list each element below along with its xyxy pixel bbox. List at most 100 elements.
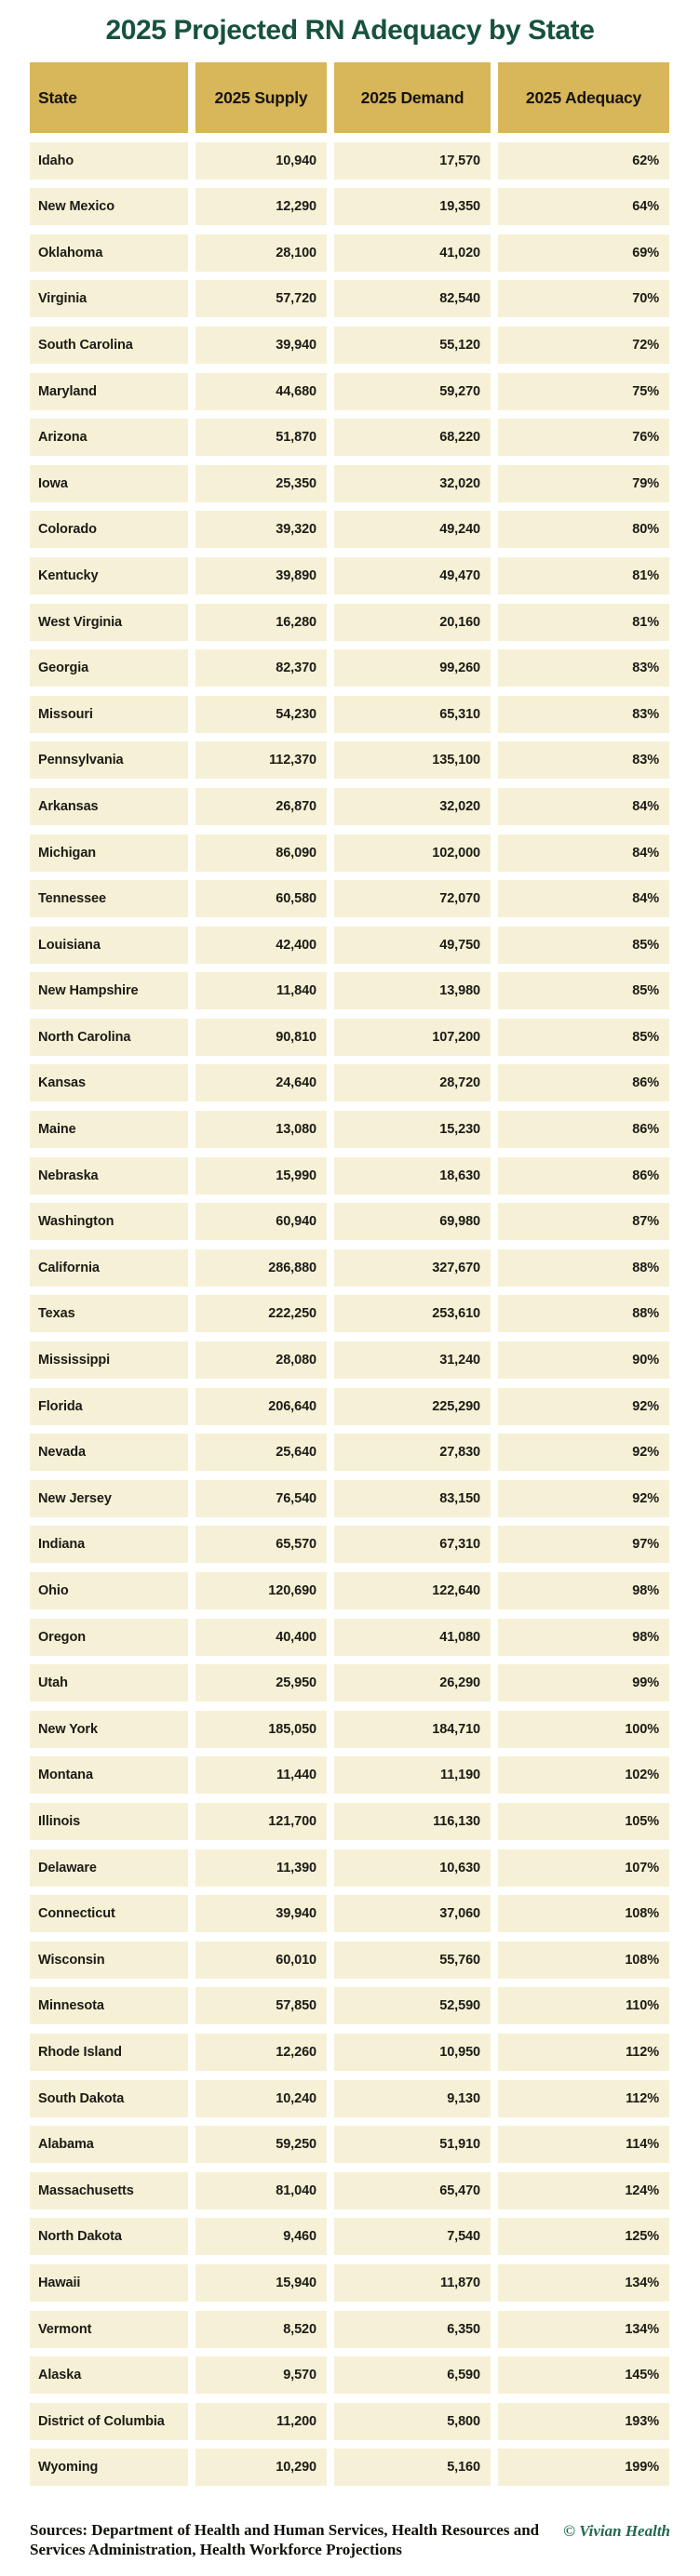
state-cell: Delaware bbox=[30, 1849, 188, 1887]
supply-cell: 51,870 bbox=[195, 419, 327, 457]
supply-cell: 25,350 bbox=[195, 464, 327, 502]
demand-cell: 327,670 bbox=[334, 1248, 491, 1287]
demand-cell: 107,200 bbox=[334, 1018, 491, 1056]
adequacy-cell: 92% bbox=[498, 1434, 669, 1472]
supply-cell: 76,540 bbox=[195, 1479, 327, 1517]
demand-cell: 41,020 bbox=[334, 234, 491, 272]
adequacy-cell: 124% bbox=[498, 2171, 669, 2209]
supply-cell: 25,640 bbox=[195, 1434, 327, 1472]
state-cell: Pennsylvania bbox=[30, 741, 188, 780]
adequacy-cell: 92% bbox=[498, 1387, 669, 1425]
state-cell: Kentucky bbox=[30, 556, 188, 594]
supply-cell: 15,990 bbox=[195, 1156, 327, 1195]
supply-cell: 59,250 bbox=[195, 2126, 327, 2164]
state-cell: Arizona bbox=[30, 419, 188, 457]
state-cell: Virginia bbox=[30, 280, 188, 318]
state-cell: South Carolina bbox=[30, 326, 188, 364]
demand-cell: 69,980 bbox=[334, 1203, 491, 1241]
adequacy-cell: 98% bbox=[498, 1618, 669, 1656]
adequacy-cell: 75% bbox=[498, 372, 669, 410]
supply-cell: 65,570 bbox=[195, 1526, 327, 1564]
sources-note: Sources: Department of Health and Human … bbox=[30, 2521, 540, 2559]
adequacy-cell: 70% bbox=[498, 280, 669, 318]
adequacy-cell: 107% bbox=[498, 1849, 669, 1887]
adequacy-cell: 80% bbox=[498, 511, 669, 549]
state-cell: Texas bbox=[30, 1295, 188, 1333]
demand-cell: 11,870 bbox=[334, 2263, 491, 2302]
demand-cell: 184,710 bbox=[334, 1710, 491, 1748]
adequacy-cell: 86% bbox=[498, 1111, 669, 1149]
demand-cell: 26,290 bbox=[334, 1664, 491, 1702]
state-cell: Georgia bbox=[30, 649, 188, 687]
adequacy-cell: 84% bbox=[498, 787, 669, 825]
demand-cell: 49,470 bbox=[334, 556, 491, 594]
supply-cell: 39,890 bbox=[195, 556, 327, 594]
state-cell: Mississippi bbox=[30, 1341, 188, 1380]
supply-cell: 86,090 bbox=[195, 834, 327, 872]
supply-cell: 9,460 bbox=[195, 2218, 327, 2256]
adequacy-cell: 114% bbox=[498, 2126, 669, 2164]
adequacy-cell: 86% bbox=[498, 1064, 669, 1102]
supply-cell: 10,240 bbox=[195, 2079, 327, 2117]
state-cell: New Jersey bbox=[30, 1479, 188, 1517]
state-cell: Florida bbox=[30, 1387, 188, 1425]
state-cell: Oklahoma bbox=[30, 234, 188, 272]
adequacy-cell: 108% bbox=[498, 1941, 669, 1979]
adequacy-cell: 88% bbox=[498, 1295, 669, 1333]
demand-cell: 65,470 bbox=[334, 2171, 491, 2209]
state-cell: Maine bbox=[30, 1111, 188, 1149]
state-cell: Indiana bbox=[30, 1526, 188, 1564]
adequacy-cell: 134% bbox=[498, 2263, 669, 2302]
supply-cell: 60,010 bbox=[195, 1941, 327, 1979]
demand-cell: 6,590 bbox=[334, 2356, 491, 2395]
state-cell: Connecticut bbox=[30, 1895, 188, 1933]
supply-cell: 42,400 bbox=[195, 926, 327, 964]
adequacy-cell: 84% bbox=[498, 834, 669, 872]
supply-cell: 11,200 bbox=[195, 2402, 327, 2440]
adequacy-cell: 76% bbox=[498, 419, 669, 457]
state-cell: Montana bbox=[30, 1756, 188, 1795]
demand-cell: 37,060 bbox=[334, 1895, 491, 1933]
state-cell: Arkansas bbox=[30, 787, 188, 825]
demand-cell: 18,630 bbox=[334, 1156, 491, 1195]
demand-cell: 102,000 bbox=[334, 834, 491, 872]
adequacy-table: State 2025 Supply 2025 Demand 2025 Adequ… bbox=[30, 62, 670, 2487]
adequacy-cell: 102% bbox=[498, 1756, 669, 1795]
state-cell: Michigan bbox=[30, 834, 188, 872]
supply-cell: 286,880 bbox=[195, 1248, 327, 1287]
adequacy-cell: 85% bbox=[498, 972, 669, 1010]
demand-cell: 72,070 bbox=[334, 880, 491, 918]
adequacy-cell: 92% bbox=[498, 1479, 669, 1517]
supply-cell: 9,570 bbox=[195, 2356, 327, 2395]
supply-cell: 12,290 bbox=[195, 188, 327, 226]
adequacy-cell: 81% bbox=[498, 603, 669, 641]
state-cell: Illinois bbox=[30, 1802, 188, 1840]
demand-cell: 49,240 bbox=[334, 511, 491, 549]
state-cell: Kansas bbox=[30, 1064, 188, 1102]
footer: Sources: Department of Health and Human … bbox=[30, 2520, 670, 2559]
adequacy-cell: 112% bbox=[498, 2079, 669, 2117]
demand-cell: 15,230 bbox=[334, 1111, 491, 1149]
supply-cell: 57,720 bbox=[195, 280, 327, 318]
state-cell: Massachusetts bbox=[30, 2171, 188, 2209]
page-title: 2025 Projected RN Adequacy by State bbox=[105, 15, 595, 46]
demand-cell: 6,350 bbox=[334, 2310, 491, 2348]
supply-cell: 28,080 bbox=[195, 1341, 327, 1380]
supply-cell: 39,940 bbox=[195, 1895, 327, 1933]
adequacy-cell: 83% bbox=[498, 649, 669, 687]
state-cell: Tennessee bbox=[30, 880, 188, 918]
demand-cell: 55,120 bbox=[334, 326, 491, 364]
supply-cell: 39,940 bbox=[195, 326, 327, 364]
state-cell: Rhode Island bbox=[30, 2033, 188, 2071]
state-cell: California bbox=[30, 1248, 188, 1287]
adequacy-cell: 105% bbox=[498, 1802, 669, 1840]
supply-cell: 112,370 bbox=[195, 741, 327, 780]
supply-cell: 81,040 bbox=[195, 2171, 327, 2209]
state-cell: Wisconsin bbox=[30, 1941, 188, 1979]
supply-cell: 82,370 bbox=[195, 649, 327, 687]
adequacy-cell: 98% bbox=[498, 1572, 669, 1609]
demand-cell: 83,150 bbox=[334, 1479, 491, 1517]
supply-cell: 13,080 bbox=[195, 1111, 327, 1149]
supply-cell: 222,250 bbox=[195, 1295, 327, 1333]
adequacy-cell: 84% bbox=[498, 880, 669, 918]
